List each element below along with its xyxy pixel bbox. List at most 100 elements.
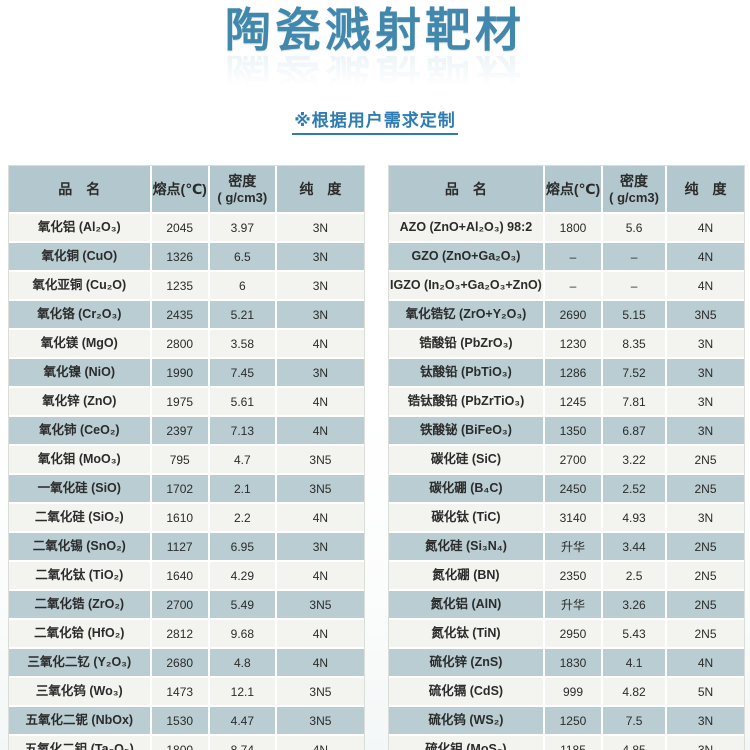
density-header-line2: ( g/cm3) [609,189,659,205]
table-row: 硫化钼 (MoS₂) 1185 4.85 3N [389,736,744,750]
product-name-cell: 五氧化二铌 (NbOx) [9,707,152,736]
melting-point-cell: 2450 [544,475,604,504]
table-row: 硫化镉 (CdS) 999 4.82 5N [389,678,744,707]
product-name-cell: 硫化钨 (WS₂) [389,707,545,736]
table-row: 三氧化钨 (Wo₃) 1473 12.1 3N5 [9,678,364,707]
product-name-cell: 氮化硅 (Si₃N₄) [389,533,545,562]
melting-point-cell: 2700 [544,446,604,475]
purity-cell: 4N [276,620,364,649]
purity-cell: 2N5 [666,562,744,591]
product-name-cell: 锆酸铅 (PbZrO₃) [389,330,545,359]
density-cell: 6.95 [209,533,277,562]
melting-point-cell: 2435 [151,301,210,330]
product-name-cell: 二氧化铪 (HfO₂) [9,620,152,649]
table-row: IGZO (In₂O₃+Ga₂O₃+ZnO) – – 4N [389,272,744,301]
melting-point-cell: 1830 [544,649,604,678]
table-row: 氧化钼 (MoO₃) 795 4.7 3N5 [9,446,364,475]
purity-cell: 4N [276,330,364,359]
purity-cell: 4N [276,649,364,678]
table-row: AZO (ZnO+Al₂O₃) 98:2 1800 5.6 4N [389,214,744,243]
melting-point-cell: 3140 [544,504,604,533]
density-cell: 2.5 [603,562,667,591]
purity-cell: 5N [666,678,744,707]
product-name-cell: 氮化钛 (TiN) [389,620,545,649]
product-name-cell: 钛酸铅 (PbTiO₃) [389,359,545,388]
purity-cell: 3N5 [276,591,364,620]
subtitle-row: ※根据用户需求定制 [0,94,750,135]
table-row: 硫化锌 (ZnS) 1830 4.1 4N [389,649,744,678]
density-cell: 8.35 [603,330,667,359]
density-cell: 7.45 [209,359,277,388]
purity-cell: 3N [666,736,744,750]
product-name-cell: 氧化锌 (ZnO) [9,388,152,417]
product-name-cell: 硫化锌 (ZnS) [389,649,545,678]
melting-point-cell: 2045 [151,214,210,243]
purity-cell: 3N [276,272,364,301]
purity-cell: 3N [276,243,364,272]
density-cell: 2.2 [209,504,277,533]
table-row: 钛酸铅 (PbTiO₃) 1286 7.52 3N [389,359,744,388]
product-name-cell: 氧化铈 (CeO₂) [9,417,152,446]
product-name-cell: 氧化亚铜 (Cu₂O) [9,272,152,301]
header-row: 品 名 熔点(℃) 密度 ( g/cm3) 纯 度 [9,166,364,214]
right-table-body: AZO (ZnO+Al₂O₃) 98:2 1800 5.6 4N GZO (Zn… [389,214,744,750]
melting-point-cell: 1640 [151,562,210,591]
melting-point-cell: 1800 [544,214,604,243]
product-name-cell: 铁酸铋 (BiFeO₃) [389,417,545,446]
purity-cell: 3N5 [276,678,364,707]
purity-cell: 2N5 [666,446,744,475]
product-name-cell: IGZO (In₂O₃+Ga₂O₃+ZnO) [389,272,545,301]
table-row: 碳化硅 (SiC) 2700 3.22 2N5 [389,446,744,475]
product-name-cell: 二氧化钛 (TiO₂) [9,562,152,591]
density-cell: 7.81 [603,388,667,417]
melting-point-cell: 1975 [151,388,210,417]
purity-cell: 4N [276,736,364,750]
table-row: 氮化钛 (TiN) 2950 5.43 2N5 [389,620,744,649]
product-name-cell: 二氧化硅 (SiO₂) [9,504,152,533]
product-name-cell: GZO (ZnO+Ga₂O₃) [389,243,545,272]
purity-cell: 4N [276,562,364,591]
table-row: 锆钛酸铅 (PbZrTiO₃) 1245 7.81 3N [389,388,744,417]
col-header-name: 品 名 [9,166,152,214]
melting-point-cell: 1250 [544,707,604,736]
purity-cell: 3N [666,504,744,533]
density-cell: 5.6 [603,214,667,243]
product-name-cell: 二氧化锆 (ZrO₂) [9,591,152,620]
col-header-density: 密度 ( g/cm3) [209,166,277,214]
table-row: 氧化锆钇 (ZrO+Y₂O₃) 2690 5.15 3N5 [389,301,744,330]
product-name-cell: 三氧化钨 (Wo₃) [9,678,152,707]
melting-point-cell: 2397 [151,417,210,446]
density-cell: 7.13 [209,417,277,446]
product-name-cell: 氧化钼 (MoO₃) [9,446,152,475]
page-title: 陶瓷溅射靶材 [225,4,525,56]
density-cell: 5.15 [603,301,667,330]
product-name-cell: 氧化锆钇 (ZrO+Y₂O₃) [389,301,545,330]
product-name-cell: 硫化镉 (CdS) [389,678,545,707]
table-row: 五氧化二铌 (NbOx) 1530 4.47 3N5 [9,707,364,736]
product-name-cell: AZO (ZnO+Al₂O₃) 98:2 [389,214,545,243]
melting-point-cell: 2800 [151,330,210,359]
density-cell: 12.1 [209,678,277,707]
table-row: 二氧化硅 (SiO₂) 1610 2.2 4N [9,504,364,533]
density-cell: 4.47 [209,707,277,736]
title-reflection: 陶瓷溅射靶材 [225,56,525,90]
table-row: 一氧化硅 (SiO) 1702 2.1 3N5 [9,475,364,504]
purity-cell: 2N5 [666,475,744,504]
purity-cell: 3N5 [276,707,364,736]
purity-cell: 4N [276,504,364,533]
purity-cell: 3N [666,388,744,417]
product-name-cell: 氧化铬 (Cr₂O₃) [9,301,152,330]
density-cell: 3.97 [209,214,277,243]
table-row: 氧化铬 (Cr₂O₃) 2435 5.21 3N [9,301,364,330]
table-row: 氧化锌 (ZnO) 1975 5.61 4N [9,388,364,417]
melting-point-cell: – [544,243,604,272]
purity-cell: 4N [276,417,364,446]
density-cell: 6 [209,272,277,301]
product-name-cell: 氧化铝 (Al₂O₃) [9,214,152,243]
density-header-line1: 密度 [620,172,649,189]
purity-cell: 3N [666,707,744,736]
purity-cell: 4N [276,388,364,417]
melting-point-cell: 1185 [544,736,604,750]
density-cell: 4.8 [209,649,277,678]
